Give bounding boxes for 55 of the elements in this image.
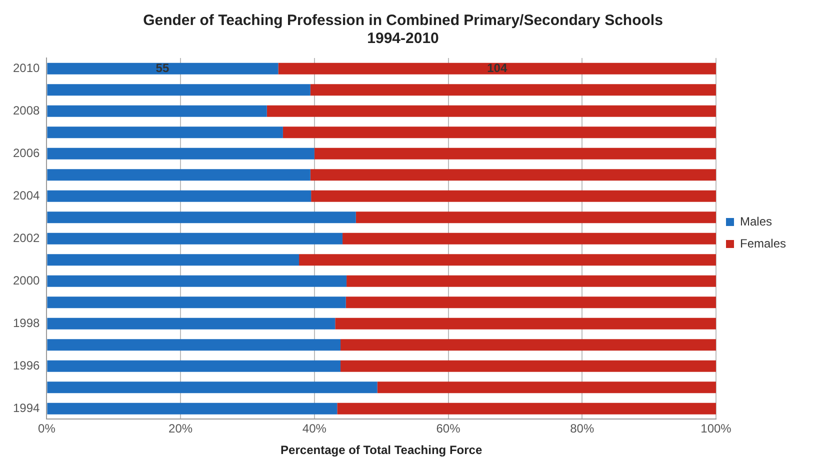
annotation: 104 bbox=[487, 60, 508, 75]
bar bbox=[47, 212, 356, 224]
bar bbox=[342, 232, 716, 244]
y-tick-label: 2000 bbox=[12, 273, 40, 288]
bar bbox=[47, 382, 378, 394]
x-tick-label: 80% bbox=[570, 422, 594, 436]
bar bbox=[314, 148, 716, 160]
bar bbox=[310, 169, 716, 181]
y-tick-label: 1996 bbox=[12, 358, 40, 372]
bar bbox=[47, 232, 343, 244]
bar bbox=[47, 105, 267, 117]
bar bbox=[266, 105, 716, 117]
bar bbox=[47, 190, 312, 202]
bar bbox=[47, 169, 310, 181]
legend-label: Females bbox=[740, 236, 786, 250]
y-tick-label: 2010 bbox=[12, 60, 40, 75]
legend-label: Males bbox=[740, 214, 772, 228]
y-tick-label: 1994 bbox=[12, 400, 40, 415]
bar bbox=[47, 275, 347, 287]
y-tick-label: 1998 bbox=[12, 316, 40, 330]
bar bbox=[47, 360, 341, 372]
bar bbox=[340, 339, 716, 351]
x-axis-title: Percentage of Total Teaching Force bbox=[280, 443, 482, 458]
y-tick-label: 2008 bbox=[12, 103, 40, 118]
y-tick-label: 2004 bbox=[12, 188, 40, 202]
bar bbox=[47, 402, 338, 414]
bar bbox=[47, 84, 310, 96]
bar bbox=[282, 126, 716, 138]
x-tick-label: 60% bbox=[436, 422, 461, 436]
x-tick-label: 0% bbox=[38, 422, 56, 436]
bar bbox=[47, 148, 314, 160]
y-tick-label: 2002 bbox=[12, 230, 40, 245]
chart-title: Gender of Teaching Profession in Combined Primary/Secondary Schools 1994-2010 bbox=[143, 12, 663, 48]
y-tick-label: 2006 bbox=[12, 146, 40, 160]
x-tick-label: 100% bbox=[700, 422, 732, 436]
bar bbox=[310, 84, 716, 96]
bar bbox=[47, 296, 346, 308]
bar bbox=[346, 275, 716, 287]
bar bbox=[299, 254, 716, 266]
annotation: 55 bbox=[156, 60, 170, 75]
bar bbox=[47, 339, 341, 351]
bar bbox=[335, 318, 716, 330]
bar bbox=[311, 190, 716, 202]
bar bbox=[47, 318, 336, 330]
x-tick-label: 40% bbox=[302, 422, 327, 436]
bar bbox=[356, 212, 716, 224]
bar bbox=[47, 254, 300, 266]
bar bbox=[47, 62, 278, 74]
bar bbox=[47, 126, 283, 138]
bar bbox=[377, 382, 716, 394]
bar bbox=[337, 402, 716, 414]
bar bbox=[346, 296, 716, 308]
bar bbox=[278, 62, 716, 74]
bar bbox=[340, 360, 716, 372]
x-tick-label: 20% bbox=[168, 422, 193, 436]
